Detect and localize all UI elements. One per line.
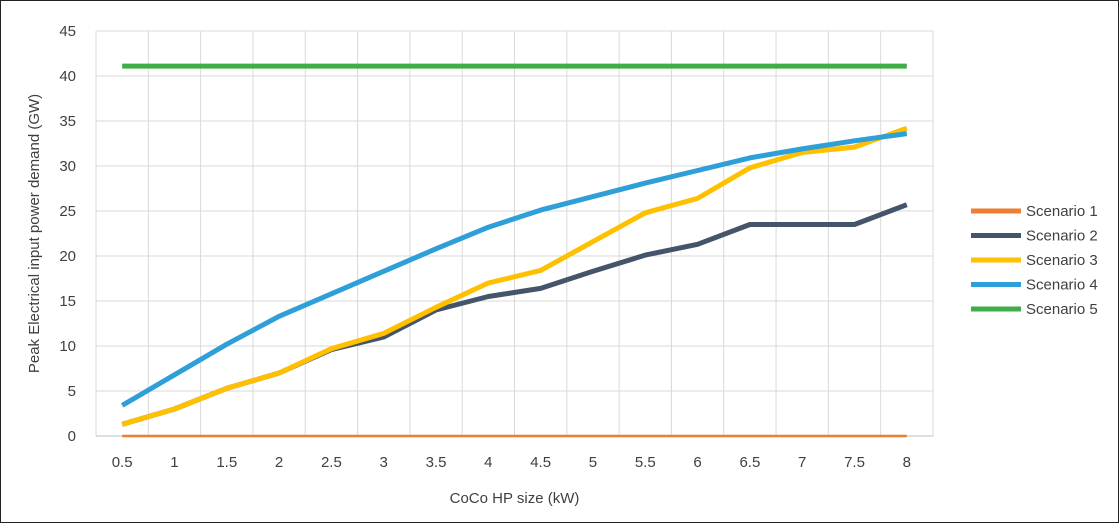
x-tick-label: 4 [484, 454, 492, 471]
legend-label: Scenario 2 [1026, 228, 1098, 245]
x-tick-label: 1 [170, 454, 178, 471]
x-tick-label: 7 [798, 454, 806, 471]
legend-label: Scenario 3 [1026, 252, 1098, 269]
x-tick-label: 3 [380, 454, 388, 471]
gridlines [95, 30, 934, 437]
y-tick-label: 5 [68, 383, 76, 400]
x-tick-label: 3.5 [426, 454, 447, 471]
y-tick-label: 10 [59, 338, 76, 355]
y-tick-label: 25 [59, 203, 76, 220]
y-tick-label: 20 [59, 248, 76, 265]
y-tick-label: 15 [59, 293, 76, 310]
legend-label: Scenario 1 [1026, 203, 1098, 220]
x-tick-label: 5 [589, 454, 597, 471]
x-tick-label: 6 [693, 454, 701, 471]
series-line-scenario-4 [120, 131, 908, 408]
y-axis-ticks: 0 5 10 15 20 25 30 35 40 45 [59, 23, 76, 445]
series-lines [120, 63, 908, 438]
series-line-scenario-3 [121, 125, 908, 427]
x-tick-label: 0.5 [112, 454, 133, 471]
y-tick-label: 45 [59, 23, 76, 40]
legend-label: Scenario 4 [1026, 277, 1098, 294]
legend: Scenario 1 Scenario 2 Scenario 3 Scenario 4… [971, 203, 1098, 318]
y-tick-label: 40 [59, 68, 76, 85]
y-tick-label: 35 [59, 113, 76, 130]
x-tick-label: 6.5 [739, 454, 760, 471]
legend-label: Scenario 5 [1026, 301, 1098, 318]
x-axis-title: CoCo HP size (kW) [450, 490, 580, 507]
y-tick-label: 0 [68, 428, 76, 445]
y-axis-title: Peak Electrical input power demand (GW) [26, 94, 43, 373]
x-tick-label: 2 [275, 454, 283, 471]
x-tick-label: 5.5 [635, 454, 656, 471]
x-axis-ticks: 0.5 1 1.5 2 2.5 3 3.5 4 4.5 5 5.5 6 6.5 7 7.5 8 [112, 454, 911, 471]
x-tick-label: 4.5 [530, 454, 551, 471]
x-tick-label: 1.5 [216, 454, 237, 471]
y-tick-label: 30 [59, 158, 76, 175]
x-tick-label: 8 [903, 454, 911, 471]
x-tick-label: 7.5 [844, 454, 865, 471]
x-tick-label: 2.5 [321, 454, 342, 471]
